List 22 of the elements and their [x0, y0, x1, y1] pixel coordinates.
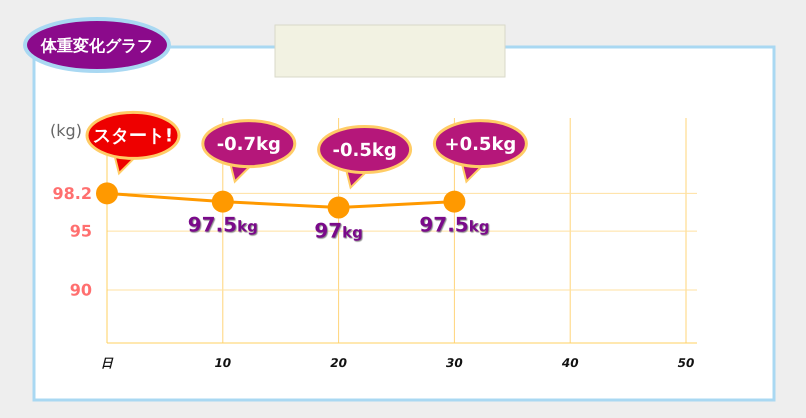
x-tick-label: 日: [101, 356, 114, 370]
y-axis-title: (kg): [50, 121, 82, 140]
x-tick-label: 20: [330, 356, 347, 370]
data-label: 97kg: [314, 218, 363, 243]
annotation: -0.7kg: [216, 134, 281, 155]
point: [328, 196, 350, 219]
y-tick-label: 95: [70, 222, 92, 241]
y-tick-label: 90: [70, 280, 92, 300]
y-tick-label: 98.2: [52, 184, 92, 203]
x-tick-label: 50: [678, 356, 694, 370]
point: [212, 190, 234, 213]
annotation: スタート!: [92, 126, 174, 147]
x-tick-label: 30: [446, 356, 463, 370]
annotation: -0.5kg: [332, 140, 397, 161]
point: [443, 190, 466, 213]
annotation: +0.5kg: [444, 134, 516, 155]
data-label: 97.5kg: [419, 212, 490, 237]
x-tick-label: 40: [560, 356, 579, 370]
x-tick-label: 10: [214, 356, 232, 370]
chart-title: 体重変化グラフ: [40, 36, 153, 55]
point: [96, 182, 118, 204]
data-label: 97.5kg: [188, 212, 258, 237]
